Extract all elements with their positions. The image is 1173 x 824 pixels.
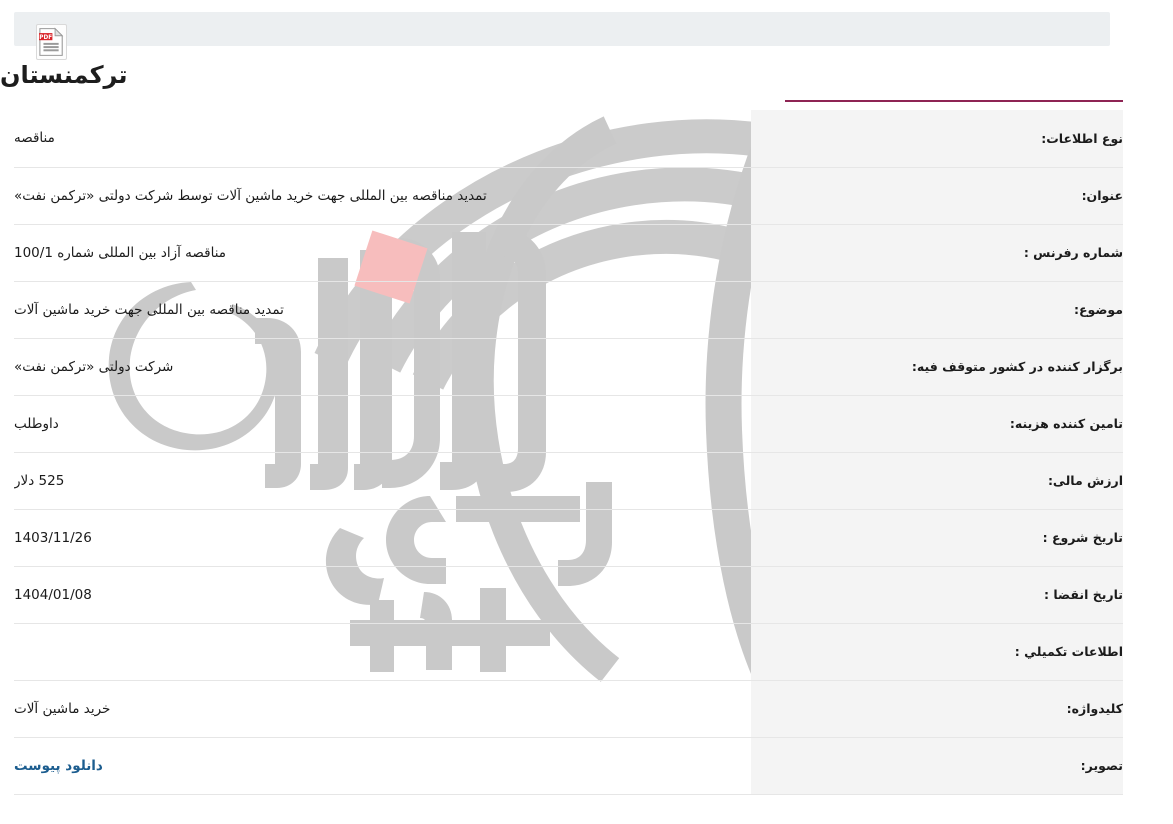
svg-text:PDF: PDF — [39, 35, 52, 41]
page-title-wrap: ترکمنستان — [0, 58, 1124, 98]
table-row: موضوع: تمدید مناقصه بین المللی جهت خرید م… — [14, 281, 1123, 339]
row-value: مناقصه آزاد بین المللی شماره 100/1 — [14, 224, 751, 282]
row-label: نوع اطلاعات: — [751, 110, 1123, 168]
row-value: 1403/11/26 — [14, 509, 751, 567]
row-label: برگزار کننده در کشور متوقف فیه: — [751, 338, 1123, 396]
row-value — [14, 623, 751, 681]
table-row: اطلاعات تکمیلي : — [14, 623, 1123, 681]
pdf-file-icon: PDF — [39, 27, 64, 56]
title-underline — [785, 100, 1123, 102]
pdf-export-button[interactable]: PDF — [36, 24, 67, 60]
row-label: ارزش مالی: — [751, 452, 1123, 510]
row-label: تصویر: — [751, 737, 1123, 795]
row-label: موضوع: — [751, 281, 1123, 339]
row-value: تمدید مناقصه بین المللی جهت خرید ماشین آ… — [14, 167, 751, 225]
table-row: تاریخ شروع :1403/11/26 — [14, 509, 1123, 567]
table-row: تامین کننده هزینه: داوطلب — [14, 395, 1123, 453]
row-label: تاریخ شروع : — [751, 509, 1123, 567]
row-value: شرکت دولتی «ترکمن نفت» — [14, 338, 751, 396]
row-value: دانلود پیوست — [14, 737, 751, 795]
download-attachment-link[interactable]: دانلود پیوست — [14, 757, 103, 774]
row-value: تمدید مناقصه بین المللی جهت خرید ماشین آ… — [14, 281, 751, 339]
row-value: 1404/01/08 — [14, 566, 751, 624]
row-label: تاریخ انقضا : — [751, 566, 1123, 624]
row-label: تامین کننده هزینه: — [751, 395, 1123, 453]
row-label: شماره رفرنس : — [751, 224, 1123, 282]
tender-info-table: نوع اطلاعات: مناقصه عنوان: تمدید مناقصه بین… — [14, 110, 1123, 795]
row-label: اطلاعات تکمیلي : — [751, 623, 1123, 681]
table-row: تاریخ انقضا :1404/01/08 — [14, 566, 1123, 624]
tender-info-body: نوع اطلاعات: مناقصه عنوان: تمدید مناقصه بین… — [14, 110, 1123, 795]
row-value: مناقصه — [14, 110, 751, 168]
table-row: ارزش مالی: 525 دلار — [14, 452, 1123, 510]
table-row: عنوان: تمدید مناقصه بین المللی جهت خرید م… — [14, 167, 1123, 225]
row-value: داوطلب — [14, 395, 751, 453]
top-toolbar — [14, 12, 1110, 46]
page-title: ترکمنستان — [0, 61, 128, 89]
table-row: نوع اطلاعات: مناقصه — [14, 110, 1123, 168]
row-label: کلیدواژه: — [751, 680, 1123, 738]
row-label: عنوان: — [751, 167, 1123, 225]
row-value: 525 دلار — [14, 452, 751, 510]
table-row: تصویر: دانلود پیوست — [14, 737, 1123, 795]
table-row: کلیدواژه: خرید ماشین آلات — [14, 680, 1123, 738]
table-row: برگزار کننده در کشور متوقف فیه: شرکت دولت… — [14, 338, 1123, 396]
table-row: شماره رفرنس : مناقصه آزاد بین المللی شمار… — [14, 224, 1123, 282]
row-value: خرید ماشین آلات — [14, 680, 751, 738]
